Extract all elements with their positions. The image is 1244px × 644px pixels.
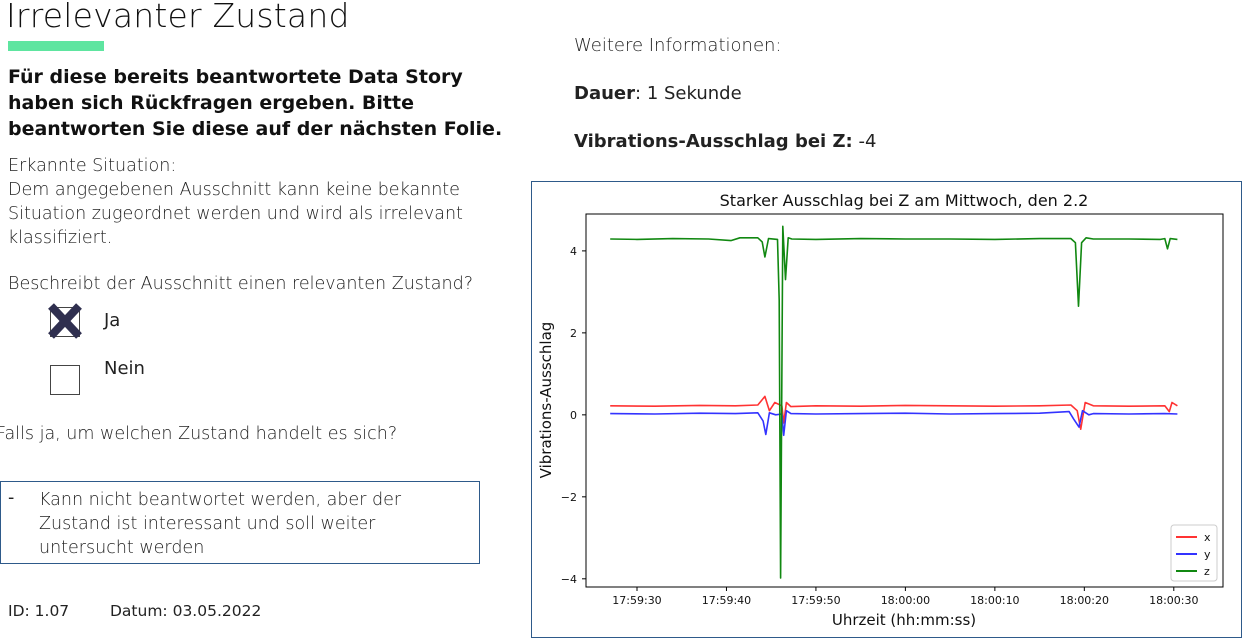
legend-label-y: y xyxy=(1204,548,1211,561)
info-vibration: Vibrations-Ausschlag bei Z: -4 xyxy=(574,131,876,152)
y-tick-label: 2 xyxy=(570,327,577,340)
x-tick-label: 17:59:40 xyxy=(702,594,751,607)
option-label-ja: Ja xyxy=(104,310,121,331)
checkbox-nein[interactable] xyxy=(50,365,80,395)
followup-question: Falls ja, um welchen Zustand handelt es … xyxy=(0,424,398,444)
option-label-nein: Nein xyxy=(104,358,145,379)
slide-title: Irrelevanter Zustand xyxy=(6,0,350,35)
relevance-question: Beschreibt der Ausschnitt einen relevant… xyxy=(8,274,473,294)
situation-section: Erkannte Situation: Dem angegebenen Auss… xyxy=(8,154,528,250)
answer-bullet: - xyxy=(8,488,15,508)
answer-text: Kann nicht beantwortet werden, aber der … xyxy=(39,490,402,558)
x-tick-label: 18:00:30 xyxy=(1149,594,1198,607)
vibration-value: -4 xyxy=(858,131,877,152)
y-tick-label: −2 xyxy=(561,491,577,504)
y-tick-label: −4 xyxy=(561,573,577,586)
series-line-y xyxy=(610,409,1178,437)
duration-label: Dauer xyxy=(574,83,635,104)
x-tick-label: 17:59:50 xyxy=(791,594,840,607)
situation-label: Erkannte Situation: xyxy=(8,156,177,176)
series-line-x xyxy=(610,395,1178,430)
intro-text: Für diese bereits beantwortete Data Stor… xyxy=(8,66,503,140)
y-tick-label: 0 xyxy=(570,409,577,422)
x-tick-label: 18:00:00 xyxy=(881,594,930,607)
x-tick-label: 17:59:30 xyxy=(612,594,661,607)
story-date: Datum: 03.05.2022 xyxy=(110,602,262,620)
situation-text: Dem angegebenen Ausschnitt kann keine be… xyxy=(8,180,463,248)
info-heading: Weitere Informationen: xyxy=(574,35,782,56)
title-accent-bar xyxy=(8,41,104,51)
legend-label-z: z xyxy=(1204,565,1210,578)
checkbox-ja[interactable] xyxy=(48,303,82,339)
plot-frame xyxy=(585,213,1224,588)
duration-value: 1 Sekunde xyxy=(646,83,742,104)
answer-box[interactable] xyxy=(0,481,480,564)
vibration-chart: Starker Ausschlag bei Z am Mittwoch, den… xyxy=(537,191,1224,629)
chart-container: Starker Ausschlag bei Z am Mittwoch, den… xyxy=(531,181,1242,638)
legend-label-x: x xyxy=(1204,531,1211,544)
chart-title: Starker Ausschlag bei Z am Mittwoch, den… xyxy=(720,191,1089,210)
vibration-label: Vibrations-Ausschlag bei Z: xyxy=(574,131,853,152)
story-id: ID: 1.07 xyxy=(8,602,70,620)
x-axis-label: Uhrzeit (hh:mm:ss) xyxy=(832,611,976,629)
x-tick-label: 18:00:10 xyxy=(970,594,1019,607)
y-axis-label: Vibrations-Ausschlag xyxy=(537,322,555,479)
x-tick-label: 18:00:20 xyxy=(1060,594,1109,607)
series-line-z xyxy=(610,225,1178,579)
cross-mark-icon xyxy=(48,303,82,339)
y-tick-label: 4 xyxy=(570,245,577,258)
info-duration: Dauer: 1 Sekunde xyxy=(574,83,742,104)
duration-separator: : xyxy=(635,83,642,104)
